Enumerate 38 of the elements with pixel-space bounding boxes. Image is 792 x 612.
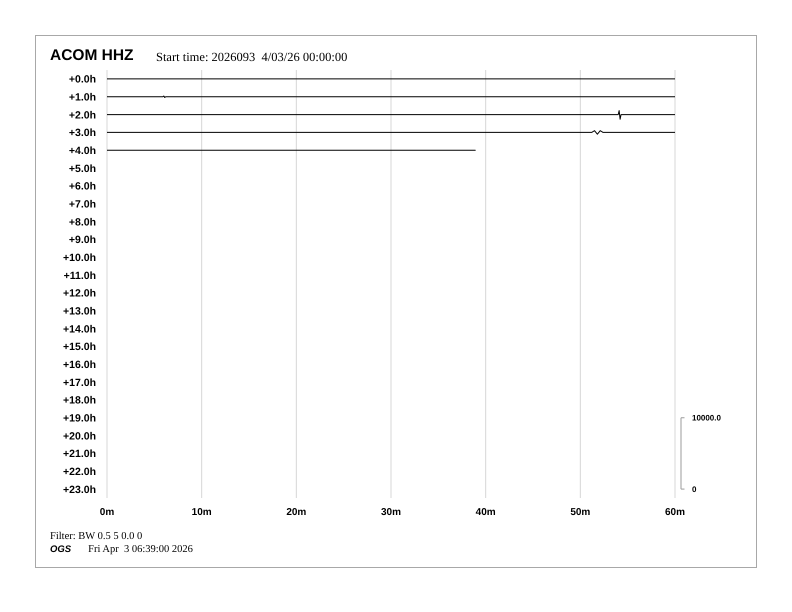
y-tick-label: +15.0h — [63, 341, 96, 354]
y-tick-label: +23.0h — [63, 484, 96, 496]
y-tick-label: +11.0h — [64, 270, 96, 282]
y-tick-label: +22.0h — [63, 466, 96, 478]
y-tick-label: +3.0h — [68, 127, 96, 140]
y-tick-label: +13.0h — [63, 305, 96, 318]
x-tick-label: 50m — [570, 507, 590, 518]
y2-tick-label: 10000.0 — [692, 414, 722, 423]
text: Fri Apr 3 06:39:00 2026 — [88, 544, 193, 556]
y-tick-label: +8.0h — [68, 216, 96, 228]
y2-tick-label: 0 — [692, 484, 697, 494]
text: OGS — [50, 544, 72, 556]
y-tick-label: +18.0h — [63, 394, 96, 407]
y-tick-label: +4.0h — [68, 144, 96, 157]
y-tick-label: +12.0h — [63, 288, 96, 300]
text: Filter: BW 0.5 5 0.0 0 — [50, 530, 142, 542]
y-tick-label: +14.0h — [63, 323, 96, 336]
y-tick-label: +2.0h — [68, 109, 96, 122]
x-tick-label: 0m — [100, 507, 114, 518]
chart-subtitle: Start time: 2026093 4/03/26 00:00:00 — [156, 50, 348, 64]
x-tick-label: 30m — [380, 507, 402, 518]
x-tick-label: 10m — [192, 507, 212, 518]
y-tick-label: +1.0h — [68, 91, 96, 104]
y-tick-label: +20.0h — [63, 430, 96, 442]
y-tick-label: +21.0h — [63, 448, 96, 460]
y-tick-label: +6.0h — [68, 180, 96, 193]
y-tick-label: +10.0h — [63, 252, 96, 264]
y-tick-label: +7.0h — [68, 198, 96, 210]
y-tick-label: +19.0h — [63, 412, 96, 424]
chart-title: ACOM HHZ — [50, 47, 134, 64]
y-tick-label: +16.0h — [63, 358, 96, 371]
x-tick-label: 20m — [286, 507, 306, 518]
y-tick-label: +5.0h — [68, 162, 96, 175]
x-tick-label: 60m — [664, 507, 686, 518]
y-tick-label: +0.0h — [68, 74, 96, 86]
y-tick-label: +9.0h — [68, 234, 96, 246]
x-tick-label: 40m — [476, 507, 496, 518]
y-tick-label: +17.0h — [63, 376, 96, 389]
